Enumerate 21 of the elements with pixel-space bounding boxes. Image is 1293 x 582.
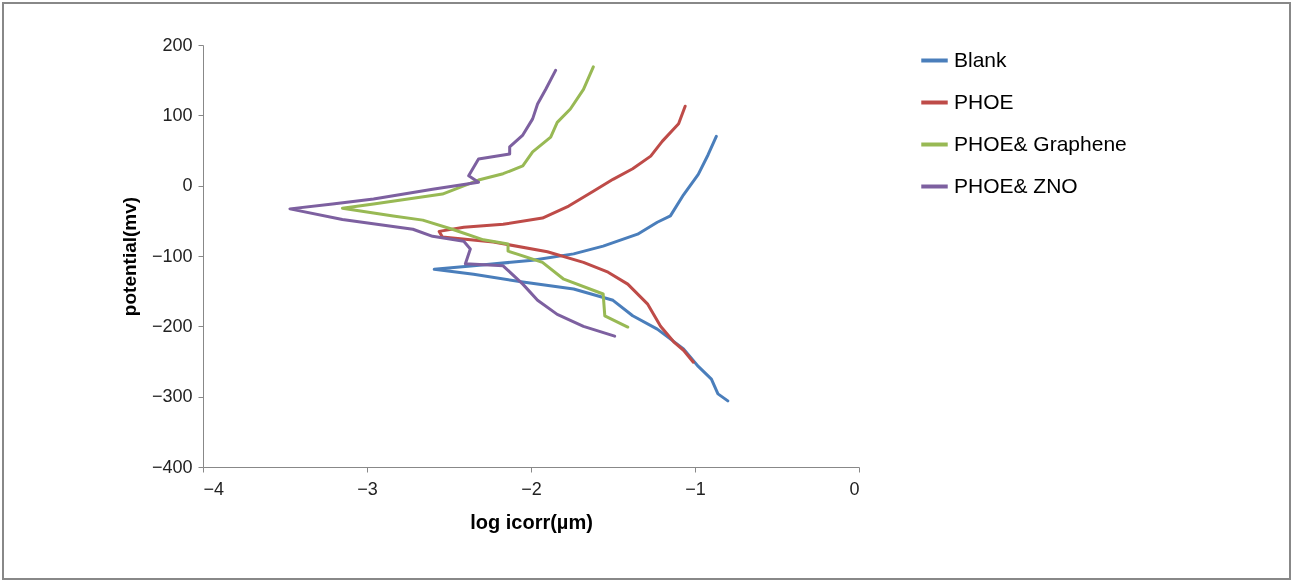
y-tick-label: 200 <box>162 34 193 55</box>
y-tick-label: −200 <box>151 315 193 336</box>
x-tick-label: −2 <box>521 478 542 499</box>
y-tick-label: −100 <box>151 245 193 266</box>
line-series <box>340 65 630 329</box>
legend-label: Blank <box>954 47 1008 71</box>
x-axis-title: log icorr(µm) <box>470 510 593 533</box>
y-tick-label: 100 <box>162 104 193 125</box>
legend-label: PHOE <box>954 89 1014 113</box>
y-tick-label: −400 <box>151 456 193 477</box>
x-tick-label: −3 <box>357 478 378 499</box>
legend-label: PHOE& ZNO <box>954 173 1078 197</box>
legend-label: PHOE& Graphene <box>954 131 1127 155</box>
line-series <box>288 68 617 338</box>
x-tick-label: −1 <box>685 478 706 499</box>
y-tick-label: −300 <box>151 386 193 407</box>
x-tick-label: −4 <box>203 478 225 499</box>
y-axis-title: potential(mv) <box>118 196 140 317</box>
y-tick-label: 0 <box>182 175 193 196</box>
x-tick-label: 0 <box>849 478 860 499</box>
line-series <box>437 104 695 364</box>
